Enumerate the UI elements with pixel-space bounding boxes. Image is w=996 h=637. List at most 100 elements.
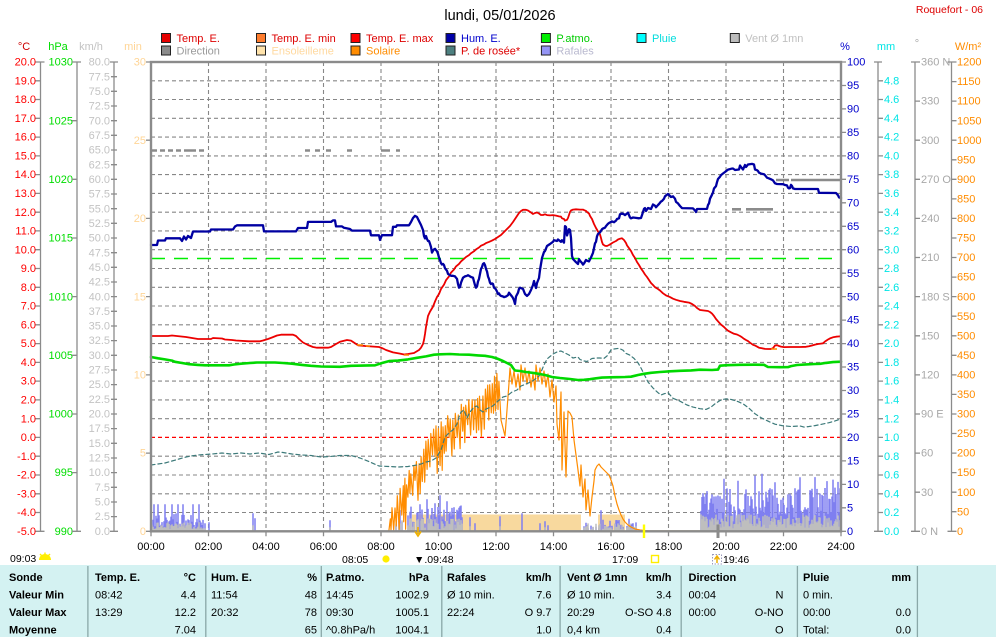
svg-text:1.4: 1.4: [884, 394, 899, 406]
svg-text:120: 120: [921, 369, 939, 381]
svg-text:35: 35: [847, 362, 859, 374]
svg-text:12.0: 12.0: [15, 207, 36, 219]
svg-text:1002.9: 1002.9: [395, 590, 429, 602]
svg-text:km/h: km/h: [646, 572, 672, 584]
svg-text:47.5: 47.5: [89, 247, 110, 259]
svg-text:19.0: 19.0: [15, 75, 36, 87]
svg-text:0 N: 0 N: [921, 526, 938, 538]
svg-text:00:04: 00:04: [689, 590, 717, 602]
svg-text:0.2: 0.2: [884, 507, 899, 519]
svg-text:min: min: [124, 41, 142, 53]
svg-text:4.2: 4.2: [884, 132, 899, 144]
svg-text:55.0: 55.0: [89, 203, 110, 215]
svg-text:2.2: 2.2: [884, 319, 899, 331]
svg-text:3.4: 3.4: [656, 590, 671, 602]
svg-text:995: 995: [55, 467, 73, 479]
svg-text:20:00: 20:00: [712, 541, 740, 553]
svg-text:40.0: 40.0: [89, 291, 110, 303]
svg-text:km/h: km/h: [79, 41, 103, 53]
svg-text:7.6: 7.6: [536, 590, 551, 602]
svg-text:hPa: hPa: [409, 572, 430, 584]
svg-text:°C: °C: [18, 41, 30, 53]
svg-text:20.0: 20.0: [89, 409, 110, 421]
svg-text:1.6: 1.6: [884, 376, 899, 388]
svg-text:13.0: 13.0: [15, 188, 36, 200]
svg-text:Temp. E. min: Temp. E. min: [272, 33, 336, 45]
svg-text:0.8: 0.8: [884, 451, 899, 463]
svg-text:600: 600: [957, 291, 975, 303]
svg-text:7.04: 7.04: [175, 625, 196, 637]
svg-text:37.5: 37.5: [89, 306, 110, 318]
svg-text:1000: 1000: [49, 409, 73, 421]
svg-text:1150: 1150: [957, 76, 981, 88]
svg-text:2.0: 2.0: [21, 394, 36, 406]
svg-text:10: 10: [847, 479, 859, 491]
svg-text:0.4: 0.4: [656, 625, 671, 637]
svg-text:7.5: 7.5: [95, 482, 110, 494]
svg-text:1004.1: 1004.1: [395, 625, 429, 637]
svg-text:1100: 1100: [957, 96, 981, 108]
svg-text:1005.1: 1005.1: [395, 607, 429, 619]
svg-text:18.0: 18.0: [15, 94, 36, 106]
svg-text:08:05: 08:05: [342, 554, 368, 566]
svg-text:27.5: 27.5: [89, 365, 110, 377]
svg-text:45.0: 45.0: [89, 262, 110, 274]
svg-text:57.5: 57.5: [89, 189, 110, 201]
svg-text:12:00: 12:00: [482, 541, 510, 553]
svg-text:Vent Ø 1mn: Vent Ø 1mn: [567, 572, 628, 584]
svg-text:48: 48: [305, 590, 317, 602]
svg-text:-4.0: -4.0: [17, 507, 36, 519]
svg-text:35.0: 35.0: [89, 321, 110, 333]
svg-text:32.5: 32.5: [89, 335, 110, 347]
svg-text:1020: 1020: [49, 174, 73, 186]
svg-text:5.0: 5.0: [95, 497, 110, 509]
svg-text:0.4: 0.4: [884, 488, 899, 500]
svg-text:55: 55: [847, 268, 859, 280]
svg-text:00:00: 00:00: [803, 607, 831, 619]
svg-text:17.0: 17.0: [15, 113, 36, 125]
svg-text:17.5: 17.5: [89, 423, 110, 435]
svg-text:65.0: 65.0: [89, 145, 110, 157]
svg-text:22:00: 22:00: [770, 541, 798, 553]
svg-text:7.0: 7.0: [21, 301, 36, 313]
svg-text:1010: 1010: [49, 291, 73, 303]
svg-text:Sonde: Sonde: [9, 572, 43, 584]
svg-text:650: 650: [957, 272, 975, 284]
svg-text:11.0: 11.0: [15, 226, 36, 238]
svg-text:Temp. E.: Temp. E.: [95, 572, 140, 584]
svg-text:00:00: 00:00: [137, 541, 165, 553]
svg-text:990: 990: [55, 526, 73, 538]
svg-text:22.5: 22.5: [89, 394, 110, 406]
svg-text:30: 30: [847, 385, 859, 397]
svg-text:mm: mm: [891, 572, 911, 584]
svg-text:09:30: 09:30: [326, 607, 354, 619]
svg-text:02:00: 02:00: [195, 541, 223, 553]
svg-text:150: 150: [957, 467, 975, 479]
svg-text:50: 50: [957, 506, 969, 518]
svg-text:62.5: 62.5: [89, 159, 110, 171]
svg-text:00:00: 00:00: [689, 607, 717, 619]
svg-text:850: 850: [957, 193, 975, 205]
svg-text:04:00: 04:00: [252, 541, 280, 553]
svg-text:Ø 10 min.: Ø 10 min.: [447, 590, 495, 602]
svg-text:20:29: 20:29: [567, 607, 595, 619]
svg-text:12.2: 12.2: [175, 607, 196, 619]
svg-text:25.0: 25.0: [89, 379, 110, 391]
svg-text:09:03: 09:03: [10, 553, 36, 565]
svg-text:40: 40: [847, 338, 859, 350]
svg-text:N: N: [776, 590, 784, 602]
svg-text:1025: 1025: [49, 115, 73, 127]
svg-text:1200: 1200: [957, 57, 981, 69]
svg-text:10.0: 10.0: [15, 244, 36, 256]
svg-text:Pluie: Pluie: [652, 33, 676, 45]
svg-text:Roquefort - 06: Roquefort - 06: [916, 4, 983, 16]
svg-text:08:00: 08:00: [367, 541, 395, 553]
svg-text:4.0: 4.0: [884, 150, 899, 162]
svg-text:0.0: 0.0: [884, 526, 899, 538]
svg-text:70.0: 70.0: [89, 115, 110, 127]
svg-text:250: 250: [957, 428, 975, 440]
svg-text:15: 15: [847, 456, 859, 468]
svg-text:10: 10: [134, 369, 146, 381]
svg-text:300: 300: [921, 135, 939, 147]
svg-text:-1.0: -1.0: [17, 451, 36, 463]
